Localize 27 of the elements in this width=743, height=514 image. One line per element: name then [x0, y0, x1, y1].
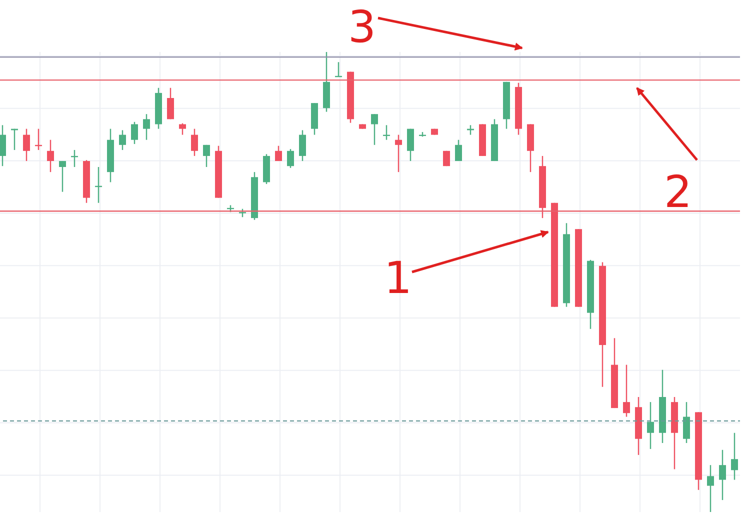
candlestick	[299, 130, 306, 162]
candlestick	[191, 128, 198, 157]
candlestick	[47, 139, 54, 173]
candlestick	[719, 449, 726, 501]
candlestick	[143, 114, 150, 140]
candlestick	[683, 401, 690, 444]
annotation: 2	[664, 167, 692, 218]
candlestick	[707, 464, 714, 512]
candlestick	[23, 128, 30, 162]
candlestick	[0, 124, 6, 167]
annotation: 3	[348, 2, 376, 53]
candlestick	[371, 114, 378, 146]
candlestick	[131, 121, 138, 145]
candlestick	[287, 148, 294, 169]
candlestick	[455, 139, 462, 162]
candlestick	[647, 401, 654, 450]
candlestick	[59, 160, 66, 192]
candlestick	[203, 144, 210, 168]
candlestick	[119, 130, 126, 151]
candlestick	[623, 364, 630, 418]
candlestick	[731, 432, 738, 480]
annotation: 1	[384, 253, 412, 304]
candlestick	[395, 134, 402, 173]
candlestick	[167, 87, 174, 120]
candlestick	[179, 122, 186, 136]
candlestick	[407, 128, 414, 162]
candlestick	[275, 145, 282, 162]
